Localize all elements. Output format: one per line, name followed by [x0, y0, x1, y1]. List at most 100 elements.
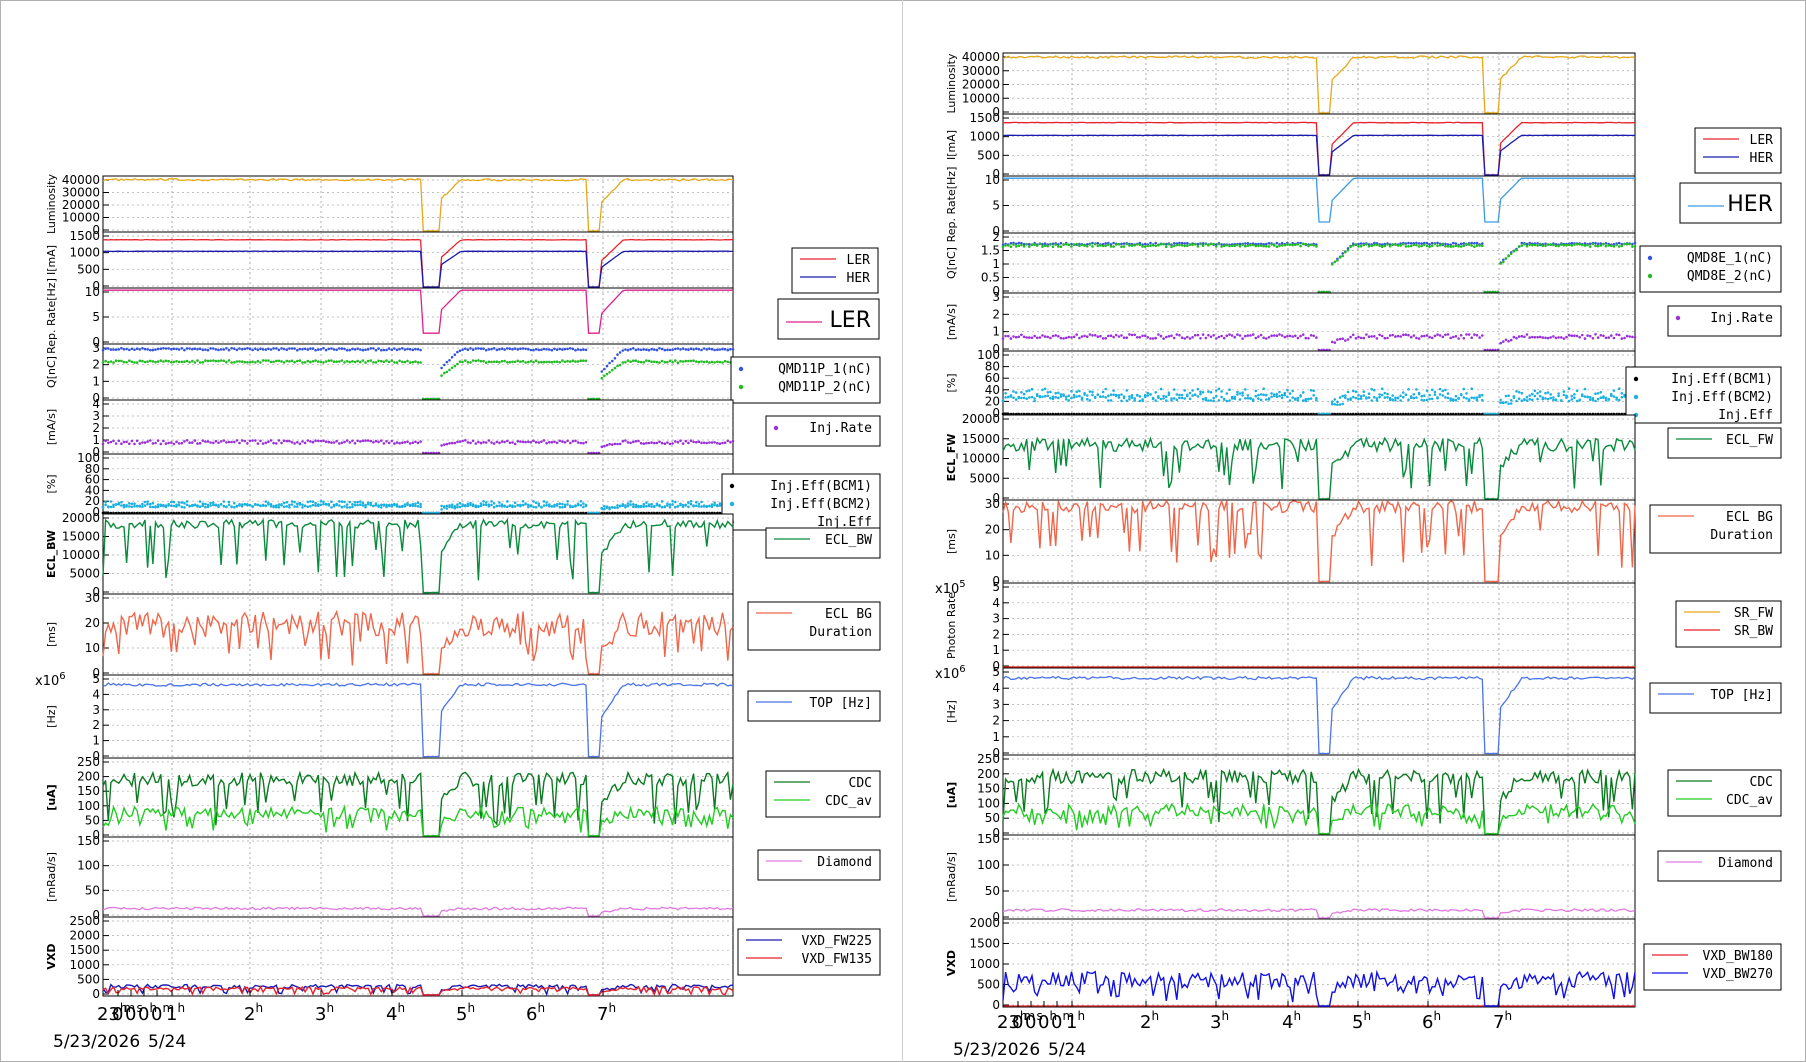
data-point	[1402, 391, 1405, 394]
data-point	[175, 347, 178, 351]
data-point	[456, 503, 459, 506]
series-ecl-bw	[102, 517, 734, 594]
data-point	[443, 443, 446, 446]
data-point	[1280, 396, 1284, 400]
data-point	[660, 505, 664, 509]
data-point	[1575, 399, 1579, 403]
data-point	[440, 444, 443, 447]
data-point	[1262, 243, 1265, 246]
data-point	[311, 500, 315, 504]
data-point	[723, 347, 727, 351]
legend-q: QMD8E_1(nC)QMD8E_2(nC)	[1639, 245, 1782, 293]
start-date: 5/23/2026	[953, 1040, 1040, 1060]
data-point	[1215, 389, 1218, 392]
y-tick-label: 0	[992, 406, 1000, 420]
data-point	[566, 503, 569, 506]
data-point	[374, 439, 378, 443]
data-point	[130, 505, 134, 509]
data-point	[553, 360, 556, 364]
y-tick-label: 3	[992, 697, 1000, 711]
data-point	[120, 500, 123, 504]
data-point	[1054, 334, 1057, 337]
data-point	[1017, 241, 1021, 245]
data-point	[240, 505, 244, 508]
data-point	[317, 348, 320, 351]
data-point	[1362, 394, 1366, 397]
data-point	[109, 505, 113, 509]
data-point	[414, 502, 417, 506]
data-point	[500, 347, 504, 351]
data-point	[1051, 245, 1055, 248]
data-point	[1446, 243, 1450, 246]
x-tick-label-base: 1	[1066, 1012, 1077, 1033]
data-point	[618, 351, 622, 354]
data-point	[1141, 243, 1144, 246]
data-point	[1122, 336, 1126, 340]
y-tick-label: 10	[85, 285, 100, 299]
data-point	[521, 359, 525, 363]
data-point	[1338, 337, 1342, 341]
y-tick-label: 20	[985, 394, 1000, 408]
y-tick-label: 0	[92, 391, 100, 405]
data-point	[1275, 392, 1279, 396]
data-point	[125, 504, 128, 507]
data-point	[1307, 397, 1310, 401]
data-point	[1599, 242, 1603, 245]
data-point	[513, 501, 517, 505]
data-point	[1407, 388, 1410, 391]
data-point	[1038, 336, 1042, 339]
data-point	[1499, 262, 1502, 265]
data-point	[1459, 334, 1463, 337]
data-point	[1275, 334, 1279, 338]
x-tick-label-sup: h	[177, 1001, 185, 1015]
data-point	[1446, 245, 1450, 248]
y-tick-label: 3	[92, 703, 100, 717]
data-point	[697, 505, 701, 508]
data-point	[1035, 336, 1039, 340]
data-point	[343, 347, 346, 351]
data-point	[1275, 245, 1279, 248]
x-tick-label-sup: m	[1062, 1009, 1074, 1023]
data-point	[695, 440, 698, 444]
data-point	[1633, 241, 1637, 245]
legend-label: CDC	[1750, 775, 1773, 790]
data-point	[1280, 393, 1284, 397]
series-inj-rate	[1001, 333, 1637, 352]
data-point	[293, 360, 296, 364]
data-point	[718, 360, 722, 364]
y-axis-label: I[mA]	[45, 245, 58, 275]
data-point	[639, 505, 643, 509]
data-point	[143, 360, 147, 364]
data-point	[1125, 336, 1129, 340]
data-point	[1270, 334, 1273, 338]
data-point	[1178, 396, 1181, 400]
data-point	[1078, 244, 1081, 248]
data-point	[1236, 243, 1239, 247]
data-point	[495, 504, 499, 508]
y-tick-label: 1	[92, 734, 100, 748]
data-point	[201, 348, 205, 352]
legend-box	[765, 770, 881, 818]
data-point	[1533, 243, 1537, 247]
x-tick-label-base: 23	[997, 1012, 1020, 1033]
data-point	[726, 360, 730, 364]
data-point	[603, 374, 606, 378]
data-point	[340, 359, 344, 362]
data-point	[1351, 395, 1355, 399]
data-point	[1336, 259, 1339, 262]
panel-frame	[1002, 350, 1636, 416]
y-tick-label: 0	[992, 574, 1000, 588]
data-point	[196, 442, 199, 445]
data-point	[629, 441, 632, 445]
data-point	[1146, 391, 1150, 395]
legend-label: CDC	[849, 776, 872, 791]
data-point	[351, 439, 354, 443]
data-point	[1444, 333, 1447, 337]
data-point	[361, 359, 365, 362]
data-point	[1246, 334, 1250, 337]
x-tick-label-base: 6	[526, 1004, 537, 1025]
data-point	[1167, 393, 1171, 397]
data-point	[445, 504, 449, 508]
